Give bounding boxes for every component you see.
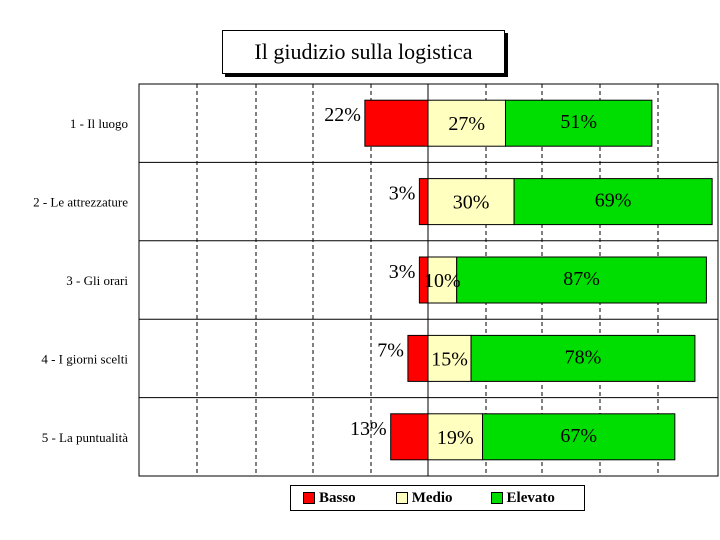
bar-basso-5 <box>390 413 429 461</box>
legend-label-medio: Medio <box>411 489 453 506</box>
bar-elevato-5 <box>482 413 676 461</box>
bar-elevato-4 <box>470 334 696 382</box>
bar-medio-1 <box>427 99 506 147</box>
data-label-basso-4: 7% <box>377 339 404 361</box>
category-label-5: 5 - La puntualità <box>42 430 129 445</box>
legend-swatch-elevato <box>490 492 503 504</box>
data-label-elevato-4: 78% <box>565 346 602 368</box>
bar-basso-2 <box>418 178 429 226</box>
legend: Basso Medio Elevato <box>290 485 585 511</box>
chart-title: Il giudizio sulla logistica <box>222 30 505 74</box>
bar-medio-3 <box>427 256 458 304</box>
legend-label-basso: Basso <box>319 489 356 506</box>
bar-medio-5 <box>427 413 484 461</box>
category-label-4: 4 - I giorni scelti <box>41 351 128 366</box>
legend-item-basso: Basso <box>303 490 356 507</box>
legend-swatch-medio <box>395 492 408 504</box>
category-label-1: 1 - Il luogo <box>70 116 128 131</box>
data-label-basso-1: 22% <box>324 104 361 126</box>
legend-item-medio: Medio <box>395 489 453 507</box>
legend-item-elevato: Elevato <box>490 489 555 507</box>
bar-medio-4 <box>427 334 472 382</box>
bar-elevato-1 <box>504 99 653 147</box>
data-label-medio-4: 15% <box>431 348 468 370</box>
data-label-medio-3: 10% <box>424 270 461 292</box>
data-label-basso-3: 3% <box>389 261 416 283</box>
bar-medio-2 <box>427 178 515 226</box>
bar-basso-1 <box>364 99 429 147</box>
data-label-medio-1: 27% <box>448 113 485 135</box>
legend-label-elevato: Elevato <box>506 489 555 506</box>
data-label-medio-5: 19% <box>437 427 474 449</box>
legend-swatch-basso <box>303 492 315 504</box>
bar-elevato-3 <box>456 256 707 304</box>
category-label-2: 2 - Le attrezzature <box>33 195 128 210</box>
data-label-basso-5: 13% <box>350 418 387 440</box>
data-label-elevato-2: 69% <box>595 190 632 212</box>
bar-elevato-2 <box>513 178 713 226</box>
data-label-medio-2: 30% <box>453 192 490 214</box>
data-label-elevato-5: 67% <box>560 425 597 447</box>
data-label-elevato-3: 87% <box>563 268 600 290</box>
bar-basso-4 <box>407 334 429 382</box>
category-label-3: 3 - Gli orari <box>66 273 128 288</box>
data-label-basso-2: 3% <box>389 183 416 205</box>
data-label-elevato-1: 51% <box>560 111 597 133</box>
